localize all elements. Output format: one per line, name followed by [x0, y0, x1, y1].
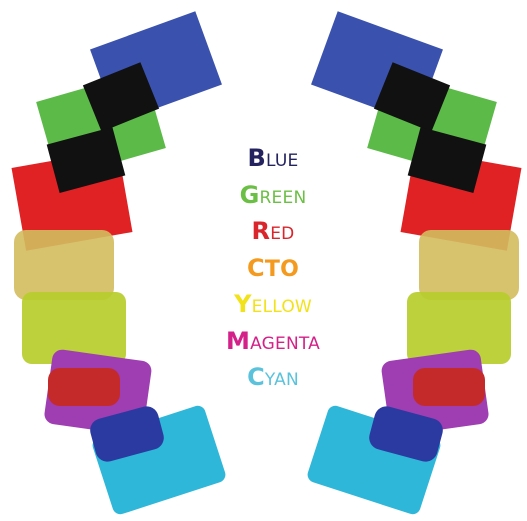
color-label: MAGENTA	[173, 323, 373, 360]
color-label: CYAN	[173, 359, 373, 396]
gel-illustration: BLUE GREEN RED CTO YELLOW MAGENTA CYAN	[0, 0, 527, 521]
color-label: BLUE	[173, 140, 373, 177]
color-label: RED	[173, 213, 373, 250]
color-label: YELLOW	[173, 286, 373, 323]
color-label: CTO	[173, 250, 373, 287]
color-label: GREEN	[173, 177, 373, 214]
color-list: BLUE GREEN RED CTO YELLOW MAGENTA CYAN	[173, 140, 373, 396]
